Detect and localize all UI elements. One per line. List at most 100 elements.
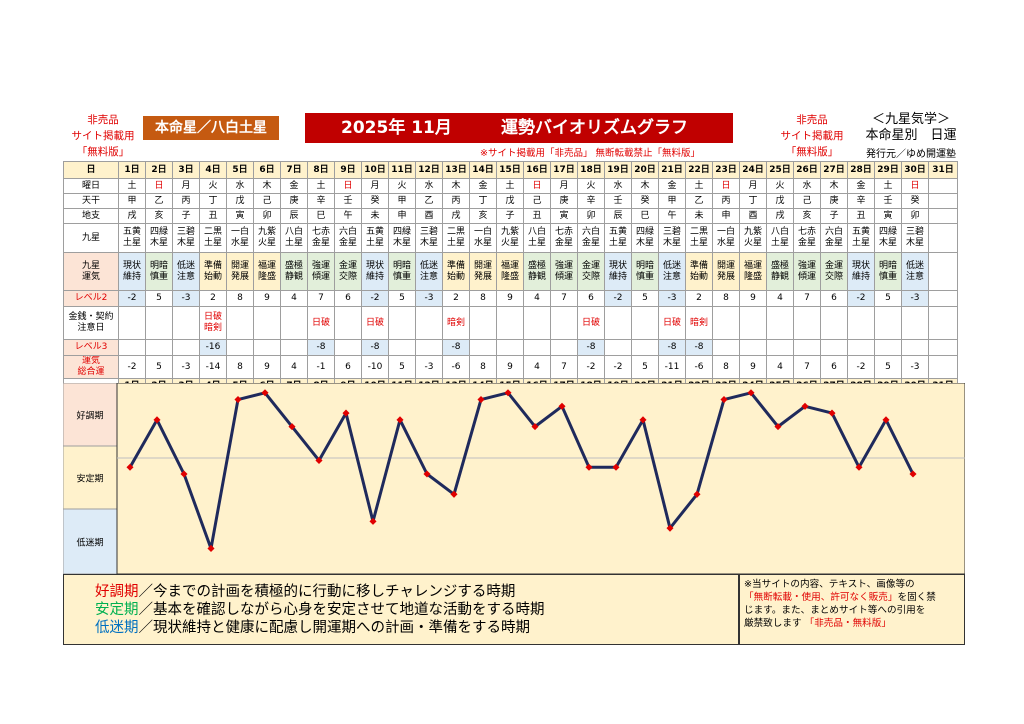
- day-cell: 現状 維持: [361, 252, 389, 291]
- day-cell: 壬: [334, 193, 362, 209]
- data-point: [207, 544, 215, 552]
- unki-line: 維持: [608, 271, 627, 282]
- day-cell: 丙: [442, 193, 470, 209]
- data-point: [639, 416, 647, 424]
- day-cell: [280, 339, 308, 356]
- data-point: [504, 389, 512, 397]
- unki-line: 注意: [176, 271, 195, 282]
- day-cell: -2: [118, 355, 146, 379]
- day-cell: 8日: [307, 161, 335, 179]
- day-cell: 5: [874, 290, 902, 307]
- day-cell: -8: [442, 339, 470, 356]
- day-cell: 戊: [226, 193, 254, 209]
- row-label: 九星: [63, 223, 119, 253]
- day-cell: 亥: [793, 208, 821, 224]
- day-cell: [712, 339, 740, 356]
- day-cell: -8: [658, 339, 686, 356]
- data-point: [774, 423, 782, 431]
- warn-text: 暗剣: [446, 317, 465, 328]
- star-line: 金星: [554, 238, 573, 248]
- unki-line: 注意: [905, 271, 924, 282]
- day-cell: 4: [523, 355, 551, 379]
- day-cell: 福運 隆盛: [496, 252, 524, 291]
- chart-title: 2025年 11月 運勢バイオリズムグラフ: [305, 113, 733, 143]
- data-point: [423, 470, 431, 478]
- copyright-box: ※当サイトの内容、テキスト、画像等の 「無断転載・使用、許可なく販売」を固く禁 …: [739, 574, 965, 645]
- star-line: 二黒: [689, 227, 708, 237]
- day-cell: 六白 金星: [820, 223, 848, 253]
- label-line: 運気: [81, 356, 100, 367]
- day-cell: 低迷 注意: [415, 252, 443, 291]
- row-label: 天干: [63, 193, 119, 209]
- honmei-star-label: 本命星／八白土星: [143, 116, 279, 140]
- day-cell: 二黒 土星: [199, 223, 227, 253]
- day-cell: 乙: [685, 193, 713, 209]
- zone-label-bg: [63, 445, 118, 510]
- unki-line: 注意: [662, 271, 681, 282]
- unki-line: 発展: [230, 271, 249, 282]
- data-point: [531, 423, 539, 431]
- day-cell: [712, 306, 740, 340]
- right-notice: 非売品 サイト掲載用 「無料版」: [772, 112, 852, 160]
- day-cell: [253, 306, 281, 340]
- day-cell: [847, 339, 875, 356]
- row-label: 金銭・契約 注意日: [63, 306, 119, 340]
- legend-term: 好調期: [95, 584, 139, 600]
- warn-text: 日破: [311, 317, 330, 328]
- star-line: 土星: [365, 238, 384, 248]
- row-tenkan: 天干甲乙丙丁戊己庚辛壬癸甲乙丙丁戊己庚辛壬癸甲乙丙丁戊己庚辛壬癸: [63, 193, 958, 209]
- star-line: 土星: [689, 238, 708, 248]
- day-cell: 9日: [334, 161, 362, 179]
- day-cell: [253, 339, 281, 356]
- day-cell: 15日: [496, 161, 524, 179]
- day-cell: 土: [307, 178, 335, 194]
- unki-line: 隆盛: [743, 271, 762, 282]
- unki-line: 明暗: [149, 260, 168, 271]
- star-line: 三碧: [419, 227, 438, 237]
- star-line: 木星: [419, 238, 438, 248]
- day-cell: 八白 土星: [523, 223, 551, 253]
- day-cell: 寅: [874, 208, 902, 224]
- unki-line: 傾運: [554, 271, 573, 282]
- data-point: [288, 423, 296, 431]
- star-line: 六白: [581, 227, 600, 237]
- honmei-line: 本命星別 日運: [865, 128, 957, 143]
- star-line: 水星: [230, 238, 249, 248]
- unki-line: 低迷: [419, 260, 438, 271]
- day-cell: 日破: [658, 306, 686, 340]
- day-cell: 8: [469, 355, 497, 379]
- day-cell: 戌: [442, 208, 470, 224]
- day-cell: 8: [712, 355, 740, 379]
- unki-line: 現状: [365, 260, 384, 271]
- day-cell: 五黄 土星: [361, 223, 389, 253]
- day-cell: 19日: [604, 161, 632, 179]
- row-label: 曜日: [63, 178, 119, 194]
- day-cell: 盛極 静観: [766, 252, 794, 291]
- day-cell: 火: [577, 178, 605, 194]
- day-cell: -3: [901, 355, 929, 379]
- copyright-line: ※当サイトの内容、テキスト、画像等の: [744, 579, 915, 590]
- day-cell: [928, 355, 958, 379]
- day-cell: 寅: [550, 208, 578, 224]
- day-cell: 己: [253, 193, 281, 209]
- day-cell: 明暗 慎重: [145, 252, 173, 291]
- unki-line: 金運: [824, 260, 843, 271]
- title-year-month: 2025年 11月: [341, 118, 452, 138]
- star-line: 土星: [851, 238, 870, 248]
- legend-line-low: 低迷期／現状維持と健康に配慮し開運期への計画・準備をする時期: [95, 619, 530, 637]
- day-cell: 24日: [739, 161, 767, 179]
- day-cell: 8: [712, 290, 740, 307]
- day-cell: 2: [685, 290, 713, 307]
- day-cell: 5日: [226, 161, 254, 179]
- day-cell: 準備 始動: [199, 252, 227, 291]
- day-cell: [901, 306, 929, 340]
- row-unki: 九星 運気 現状 維持 明暗 慎重 低迷 注意 準備 始動 開運 発展 福運 隆盛 盛極 静観 強運 傾運 金運 交際…: [63, 252, 958, 291]
- day-cell: 9: [739, 290, 767, 307]
- publisher: 発行元／ゆめ開運塾: [866, 149, 956, 160]
- day-cell: 土: [496, 178, 524, 194]
- day-cell: 二黒 土星: [442, 223, 470, 253]
- warn-text: 日破: [662, 317, 681, 328]
- data-point: [153, 416, 161, 424]
- unki-line: 低迷: [176, 260, 195, 271]
- day-cell: 低迷 注意: [901, 252, 929, 291]
